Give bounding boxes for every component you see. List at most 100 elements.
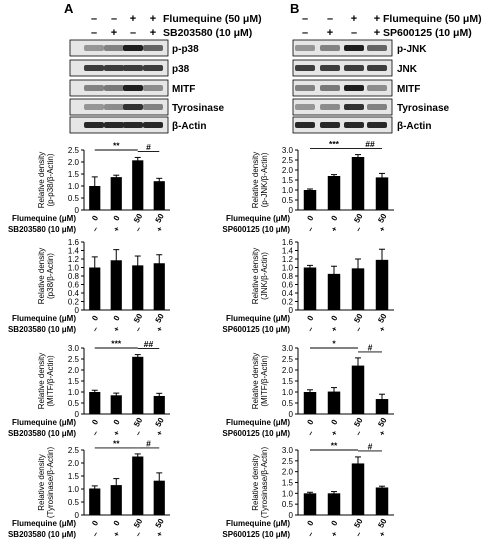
treatment-row-label: SB203580 (10 μM) <box>8 325 76 334</box>
blot-label: p38 <box>172 64 190 75</box>
x-tick-label: + <box>112 325 122 334</box>
x-tick-label: – <box>305 225 315 234</box>
blot-band <box>104 104 124 110</box>
y-tick-label: 1.0 <box>68 264 80 273</box>
y-tick-label: 2.5 <box>68 146 80 155</box>
x-tick-label: 0 <box>112 519 122 528</box>
blot-band <box>84 122 104 128</box>
y-tick-label: 0.5 <box>68 399 80 408</box>
x-tick-label: – <box>90 429 100 438</box>
y-tick-label: 1.4 <box>282 247 294 256</box>
blot-frame <box>292 98 393 116</box>
blot-band <box>143 104 163 110</box>
blot-band <box>143 122 163 128</box>
y-tick-label: 1.5 <box>68 170 80 179</box>
y-axis-label: Relative density <box>37 152 46 208</box>
treatment-row-label: Flumequine (μM) <box>226 214 290 223</box>
bar <box>351 463 365 515</box>
bar <box>327 391 341 414</box>
x-tick-label: + <box>377 429 387 438</box>
bar <box>132 456 144 515</box>
x-tick-label: 50 <box>352 517 365 530</box>
y-tick-label: 0.6 <box>68 281 80 290</box>
x-tick-label: 50 <box>154 517 167 530</box>
y-tick-label: 0 <box>289 306 294 315</box>
y-tick-label: 0.5 <box>282 500 294 509</box>
bar <box>89 267 101 310</box>
y-axis-label: Relative density <box>37 353 46 409</box>
treatment-sign: – <box>351 27 357 39</box>
significance-marker: ## <box>144 339 154 349</box>
treatment-label: Flumequine (50 μM) <box>163 13 262 25</box>
x-tick-label: 0 <box>305 214 315 223</box>
bar <box>110 177 122 210</box>
treatment-sign: – <box>91 27 97 39</box>
x-tick-label: – <box>305 530 315 539</box>
y-tick-label: 0.6 <box>282 281 294 290</box>
bar <box>89 488 101 515</box>
y-axis-label: (JNK/β-Actin) <box>260 252 269 300</box>
y-tick-label: 2.5 <box>68 446 80 455</box>
y-tick-label: 1.2 <box>282 255 294 264</box>
treatment-sign: + <box>374 27 380 39</box>
bar <box>89 392 101 414</box>
x-tick-label: 50 <box>132 517 145 530</box>
y-tick-label: 1.2 <box>68 255 80 264</box>
y-axis-label: Relative density <box>251 454 260 510</box>
treatment-row-label: Flumequine (μM) <box>226 418 290 427</box>
x-tick-label: 50 <box>352 312 365 325</box>
blot-label: MITF <box>397 84 420 95</box>
y-tick-label: 3.0 <box>68 344 80 353</box>
y-tick-label: 1.0 <box>68 182 80 191</box>
bar <box>132 356 144 414</box>
y-tick-label: 0.5 <box>282 196 294 205</box>
x-tick-label: 0 <box>305 314 315 323</box>
significance-marker: # <box>368 342 373 352</box>
x-tick-label: 0 <box>90 519 100 528</box>
y-tick-label: 0.8 <box>282 272 294 281</box>
blot-band <box>295 45 315 51</box>
x-tick-label: – <box>305 325 315 334</box>
x-tick-label: – <box>90 225 100 234</box>
blot-band <box>84 45 104 51</box>
blot-band <box>104 122 124 128</box>
treatment-sign: + <box>374 13 380 25</box>
blot-band <box>104 45 124 51</box>
y-tick-label: 0.4 <box>282 289 294 298</box>
blot-band <box>123 104 143 110</box>
x-tick-label: – <box>133 429 143 438</box>
x-tick-label: – <box>90 530 100 539</box>
y-axis-label: (Tyrosinase/β-Actin) <box>46 447 55 519</box>
blot-band <box>344 104 364 110</box>
treatment-row-label: Flumequine (μM) <box>12 519 76 528</box>
x-tick-label: 0 <box>90 314 100 323</box>
treatment-row-label: Flumequine (μM) <box>226 519 290 528</box>
y-tick-label: 3.0 <box>282 146 294 155</box>
treatment-sign: – <box>111 13 117 25</box>
y-axis-label: (MITF/β-Actin) <box>260 355 269 407</box>
treatment-row-label: Flumequine (μM) <box>226 314 290 323</box>
x-tick-label: 50 <box>154 416 167 429</box>
y-tick-label: 0.2 <box>68 298 80 307</box>
x-tick-label: 50 <box>352 416 365 429</box>
x-tick-label: + <box>329 325 339 334</box>
treatment-row-label: Flumequine (μM) <box>12 418 76 427</box>
blot-label: β-Actin <box>397 121 431 132</box>
significance-marker: # <box>146 438 151 448</box>
blot-band <box>367 65 387 71</box>
y-tick-label: 1.0 <box>68 388 80 397</box>
treatment-sign: + <box>351 13 357 25</box>
y-axis-label: Relative density <box>251 248 260 304</box>
x-tick-label: 50 <box>376 312 389 325</box>
x-tick-label: 50 <box>376 517 389 530</box>
x-tick-label: + <box>377 325 387 334</box>
treatment-row-label: SP600125 (10 μM) <box>222 325 290 334</box>
blot-band <box>143 85 163 91</box>
blot-band <box>344 45 364 51</box>
treatment-row-label: SB203580 (10 μM) <box>8 429 76 438</box>
y-tick-label: 0 <box>75 511 80 520</box>
bar <box>375 399 389 414</box>
blot-band <box>320 65 340 71</box>
x-tick-label: 0 <box>329 418 339 427</box>
treatment-row-label: SP600125 (10 μM) <box>222 429 290 438</box>
